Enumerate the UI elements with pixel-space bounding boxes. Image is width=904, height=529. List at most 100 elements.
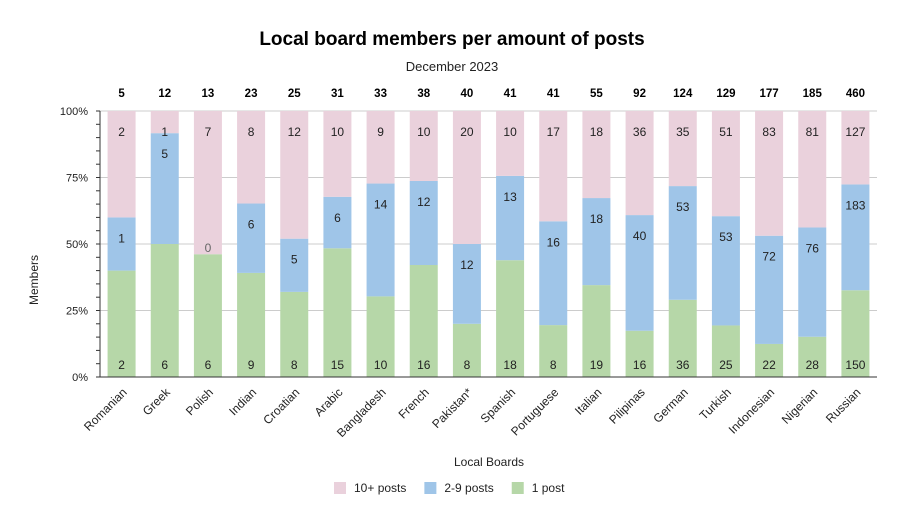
- data-label: 15: [331, 358, 345, 372]
- data-label: 150: [845, 358, 865, 372]
- x-tick-label: Indian: [226, 385, 259, 418]
- bar-segment: [107, 217, 136, 271]
- data-label: 6: [334, 211, 341, 225]
- bar-segment: [539, 325, 568, 377]
- bar-segment: [539, 111, 568, 222]
- data-label: 1: [118, 231, 125, 245]
- total-label: 40: [461, 88, 474, 100]
- total-label: 55: [590, 88, 603, 100]
- bar-segment: [323, 111, 352, 197]
- bar-segment: [150, 133, 179, 244]
- total-label: 185: [803, 88, 823, 100]
- chart-title: Local board members per amount of posts: [259, 29, 644, 50]
- bar-segment: [582, 111, 611, 199]
- bar-segment: [452, 111, 481, 244]
- legend-label: 10+ posts: [354, 481, 406, 495]
- total-label: 92: [633, 88, 646, 100]
- data-label: 9: [377, 125, 384, 139]
- total-label: 25: [288, 88, 301, 100]
- data-label: 10: [503, 125, 517, 139]
- bar-segment: [841, 184, 870, 291]
- bar-segment: [625, 330, 654, 377]
- bar-segment: [798, 111, 827, 228]
- data-label: 10: [374, 358, 388, 372]
- data-label: 10: [417, 125, 431, 139]
- data-label: 5: [291, 253, 298, 267]
- data-label: 12: [460, 258, 474, 272]
- total-label: 12: [158, 88, 171, 100]
- x-tick-label: French: [396, 385, 432, 421]
- data-label: 72: [762, 250, 776, 264]
- x-tick-label: Polish: [183, 385, 216, 418]
- total-label: 41: [547, 88, 560, 100]
- bar-segment: [755, 343, 784, 377]
- bar-segment: [366, 296, 395, 377]
- bar-segment: [668, 111, 697, 187]
- y-tick-label: 0%: [72, 372, 88, 384]
- legend: 10+ posts 2-9 posts 1 post: [334, 481, 565, 495]
- bar-segment: [452, 323, 481, 377]
- bar-segment: [496, 260, 525, 377]
- bar-segment: [496, 175, 525, 261]
- data-label: 18: [590, 212, 604, 226]
- bar-segment: [668, 299, 697, 377]
- bar-segment: [150, 244, 179, 377]
- x-tick-label: Nigerian: [779, 385, 821, 427]
- bar-segment: [711, 325, 740, 377]
- data-label: 5: [161, 147, 168, 161]
- y-tick-label: 50%: [66, 239, 88, 251]
- total-label: 5: [118, 88, 125, 100]
- data-label: 6: [161, 358, 168, 372]
- bar-segment: [107, 111, 136, 218]
- bar-segment: [366, 183, 395, 297]
- data-label: 2: [118, 358, 125, 372]
- bar-segment: [323, 196, 352, 249]
- data-label: 16: [633, 358, 647, 372]
- total-label: 13: [202, 88, 215, 100]
- bar-segment: [625, 111, 654, 216]
- bar-segment: [798, 336, 827, 377]
- x-tick-label: Arabic: [312, 385, 346, 419]
- legend-swatch: [334, 482, 346, 494]
- data-label: 16: [547, 235, 561, 249]
- bar-segment: [237, 272, 266, 377]
- total-label: 460: [846, 88, 865, 100]
- data-label: 0: [205, 241, 212, 255]
- data-label: 35: [676, 125, 690, 139]
- bar-segment: [409, 265, 438, 377]
- data-label: 6: [205, 358, 212, 372]
- total-label: 124: [673, 88, 693, 100]
- data-label: 10: [331, 125, 345, 139]
- gridlines: [100, 110, 877, 311]
- data-label: 9: [248, 358, 255, 372]
- bar-segment: [539, 221, 568, 326]
- data-label: 25: [719, 358, 733, 372]
- data-label: 127: [845, 125, 865, 139]
- bar-segment: [582, 285, 611, 377]
- data-label: 76: [806, 241, 820, 255]
- x-tick-label: Greek: [140, 385, 174, 419]
- data-label: 83: [762, 125, 776, 139]
- data-label: 18: [503, 358, 517, 372]
- x-tick-label: German: [650, 385, 691, 426]
- labels-layer: 2125651126071396823851225156103110149331…: [118, 88, 866, 372]
- total-label: 177: [759, 88, 778, 100]
- y-tick-label: 100%: [60, 106, 88, 118]
- bar-segment: [841, 111, 870, 185]
- bar-segment: [711, 111, 740, 217]
- data-label: 16: [417, 358, 431, 372]
- data-label: 8: [464, 358, 471, 372]
- chart-subtitle: December 2023: [406, 59, 499, 74]
- x-tick-label: Romanian: [81, 385, 130, 434]
- total-label: 129: [716, 88, 735, 100]
- data-label: 19: [590, 358, 604, 372]
- bar-segment: [625, 215, 654, 331]
- data-label: 53: [676, 200, 690, 214]
- bar-segment: [237, 111, 266, 204]
- data-label: 18: [590, 125, 604, 139]
- bar-segment: [711, 216, 740, 326]
- bar-segment: [755, 111, 784, 236]
- legend-swatch: [511, 482, 524, 494]
- x-tick-label: Indonesian: [726, 385, 777, 436]
